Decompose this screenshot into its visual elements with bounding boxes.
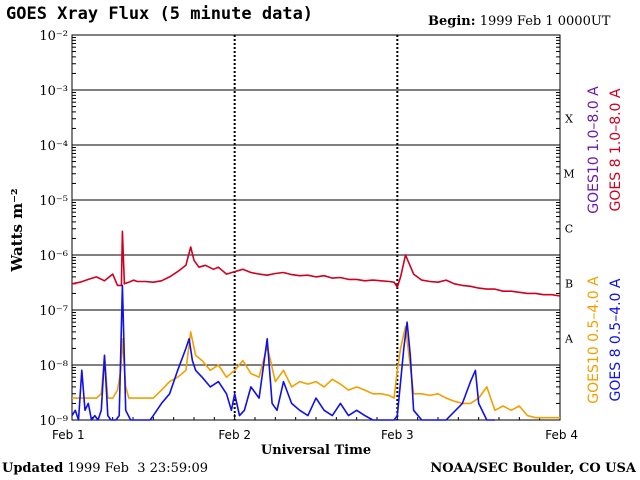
- y-tick-label: 10⁻³: [39, 84, 68, 99]
- updated-value: 1999 Feb 3 23:59:09: [67, 461, 209, 476]
- begin-value: 1999 Feb 1 0000UT: [479, 14, 611, 29]
- series-line: [71, 230, 561, 297]
- y-tick-label: 10⁻⁴: [39, 139, 68, 154]
- y-tick-label: 10⁻²: [39, 29, 68, 44]
- begin-time: Begin: 1999 Feb 1 0000UT: [428, 14, 610, 29]
- source-credit: NOAA/SEC Boulder, CO USA: [430, 461, 636, 476]
- updated-label: Updated: [2, 461, 64, 476]
- flare-class-label: C: [565, 223, 573, 236]
- chart-title: GOES Xray Flux (5 minute data): [6, 4, 314, 24]
- x-axis-label: Universal Time: [261, 443, 371, 458]
- series-line: [71, 284, 495, 421]
- flare-class-labels: X M C B A: [563, 113, 574, 346]
- x-tick-label: Feb 1: [52, 428, 85, 442]
- flare-class-label: B: [565, 278, 573, 291]
- flare-class-label: M: [563, 168, 574, 181]
- series-line: [72, 325, 560, 419]
- y-axis-ticks: 10⁻² 10⁻³ 10⁻⁴ 10⁻⁵ 10⁻⁶ 10⁻⁷ 10⁻⁸ 10⁻⁹: [39, 29, 560, 429]
- x-axis-ticks: Feb 1 Feb 2 Feb 3 Feb 4: [52, 414, 578, 442]
- legend: GOES10 1.0–8.0 A GOES 8 1.0–8.0 A GOES10 0…: [586, 86, 624, 404]
- flare-class-label: A: [564, 333, 574, 346]
- updated-time: Updated 1999 Feb 3 23:59:09: [2, 461, 208, 476]
- plot-grid: [71, 34, 561, 421]
- y-tick-label: 10⁻⁷: [39, 304, 68, 319]
- begin-label: Begin:: [428, 14, 476, 29]
- series-lines: [71, 230, 561, 421]
- y-tick-label: 10⁻⁸: [39, 359, 68, 374]
- y-axis-label: Watts m⁻²: [8, 188, 26, 272]
- legend-entry: GOES10 0.5–4.0 A: [586, 276, 602, 404]
- legend-entry: GOES 8 1.0–8.0 A: [608, 88, 624, 211]
- legend-entry: GOES10 1.0–8.0 A: [586, 86, 602, 214]
- y-tick-label: 10⁻⁹: [39, 414, 68, 429]
- x-tick-label: Feb 2: [218, 428, 251, 442]
- y-tick-label: 10⁻⁵: [39, 194, 68, 209]
- y-tick-label: 10⁻⁶: [39, 249, 68, 264]
- x-tick-label: Feb 3: [381, 428, 414, 442]
- legend-entry: GOES 8 0.5–4.0 A: [608, 278, 624, 401]
- x-tick-label: Feb 4: [545, 428, 578, 442]
- flare-class-label: X: [565, 113, 573, 126]
- plot-frame: [71, 34, 561, 421]
